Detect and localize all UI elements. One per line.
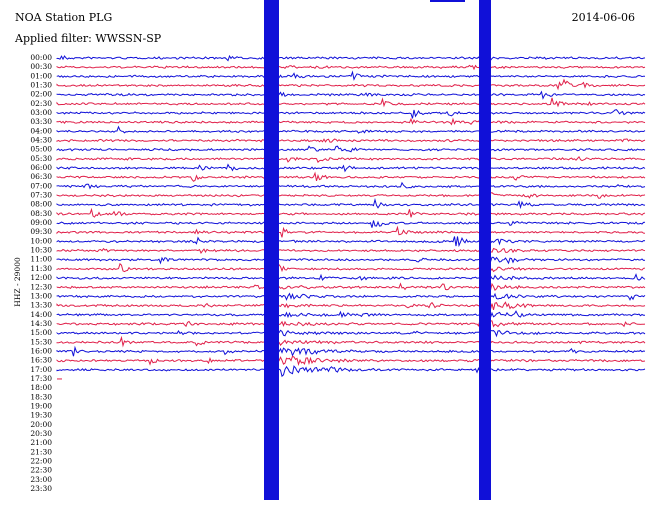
- trace: [56, 262, 646, 273]
- time-label: 10:30: [30, 246, 52, 255]
- filter-label: Applied filter: WWSSN-SP: [14, 32, 162, 45]
- time-label: 11:30: [30, 264, 52, 273]
- time-label: 23:00: [30, 475, 52, 484]
- trace: [56, 329, 646, 338]
- time-label: 06:00: [30, 163, 52, 172]
- time-label: 13:30: [30, 301, 52, 310]
- time-label: 22:00: [30, 456, 52, 465]
- time-label: 05:00: [30, 145, 52, 154]
- time-label: 04:00: [30, 126, 52, 135]
- time-label: 09:00: [30, 218, 52, 227]
- trace: [56, 117, 646, 126]
- trace: [56, 220, 646, 228]
- time-label: 20:00: [30, 420, 52, 429]
- trace: [56, 90, 646, 100]
- time-label: 01:30: [30, 81, 52, 90]
- trace: [56, 181, 646, 190]
- time-label: 17:00: [30, 365, 52, 374]
- traces: [56, 0, 646, 500]
- time-label: 13:00: [30, 291, 52, 300]
- time-label: 19:00: [30, 401, 52, 410]
- date: 2014-06-06: [572, 11, 635, 24]
- trace: [56, 273, 646, 281]
- time-label: 08:30: [30, 209, 52, 218]
- trace: [56, 246, 646, 255]
- time-label: 21:00: [30, 438, 52, 447]
- time-label: 07:00: [30, 181, 52, 190]
- time-label: 15:00: [30, 328, 52, 337]
- trace: [56, 320, 646, 330]
- time-label: 00:00: [30, 53, 52, 62]
- trace: [56, 355, 646, 367]
- time-label: 18:30: [30, 392, 52, 401]
- trace: [56, 301, 646, 312]
- time-label: 09:30: [30, 227, 52, 236]
- time-label: 23:30: [30, 484, 52, 493]
- trace: [56, 345, 646, 357]
- time-label: 07:30: [30, 191, 52, 200]
- time-label: 20:30: [30, 429, 52, 438]
- time-label: 17:30: [30, 374, 52, 383]
- time-label: 08:00: [30, 200, 52, 209]
- trace: [56, 97, 646, 108]
- time-label: 05:30: [30, 154, 52, 163]
- trace: [56, 138, 646, 143]
- time-label: 19:30: [30, 411, 52, 420]
- time-label: 03:00: [30, 108, 52, 117]
- trace: [56, 145, 646, 153]
- trace: [56, 256, 646, 265]
- trace: [56, 365, 646, 378]
- time-label: 03:30: [30, 117, 52, 126]
- time-label: 04:30: [30, 136, 52, 145]
- trace: [56, 236, 646, 248]
- trace: [56, 70, 645, 81]
- time-label: 11:00: [30, 255, 52, 264]
- trace: [56, 155, 646, 163]
- trace: [56, 207, 646, 218]
- trace: [56, 192, 646, 199]
- time-label: 10:00: [30, 236, 52, 245]
- time-label: 14:00: [30, 310, 52, 319]
- trace: [56, 335, 646, 348]
- time-label: 02:30: [30, 99, 52, 108]
- time-label: 16:30: [30, 356, 52, 365]
- trace: [56, 125, 646, 134]
- trace: [56, 51, 646, 62]
- top-marker: [430, 0, 465, 2]
- trace: [56, 310, 645, 319]
- time-label: 02:00: [30, 90, 52, 99]
- trace: [56, 225, 646, 238]
- trace: [56, 163, 646, 173]
- time-label: 21:30: [30, 447, 52, 456]
- channel-label: HHZ - 29000: [13, 257, 22, 307]
- time-label: 00:30: [30, 62, 52, 71]
- time-label: 12:00: [30, 273, 52, 282]
- time-label: 06:30: [30, 172, 52, 181]
- time-label: 14:30: [30, 319, 52, 328]
- trace: [56, 109, 646, 119]
- trace: [56, 64, 646, 71]
- trace: [56, 171, 646, 182]
- trace: [56, 197, 646, 210]
- time-label: 01:00: [30, 71, 52, 80]
- station-title: NOA Station PLG: [15, 11, 112, 24]
- event-column: [264, 0, 279, 500]
- trace: [56, 292, 646, 301]
- trace: [56, 78, 646, 91]
- event-column: [479, 0, 491, 500]
- time-label: 22:30: [30, 466, 52, 475]
- time-label: 16:00: [30, 346, 52, 355]
- time-label: 15:30: [30, 337, 52, 346]
- time-label: 12:30: [30, 282, 52, 291]
- trace: [56, 282, 646, 292]
- time-label: 18:00: [30, 383, 52, 392]
